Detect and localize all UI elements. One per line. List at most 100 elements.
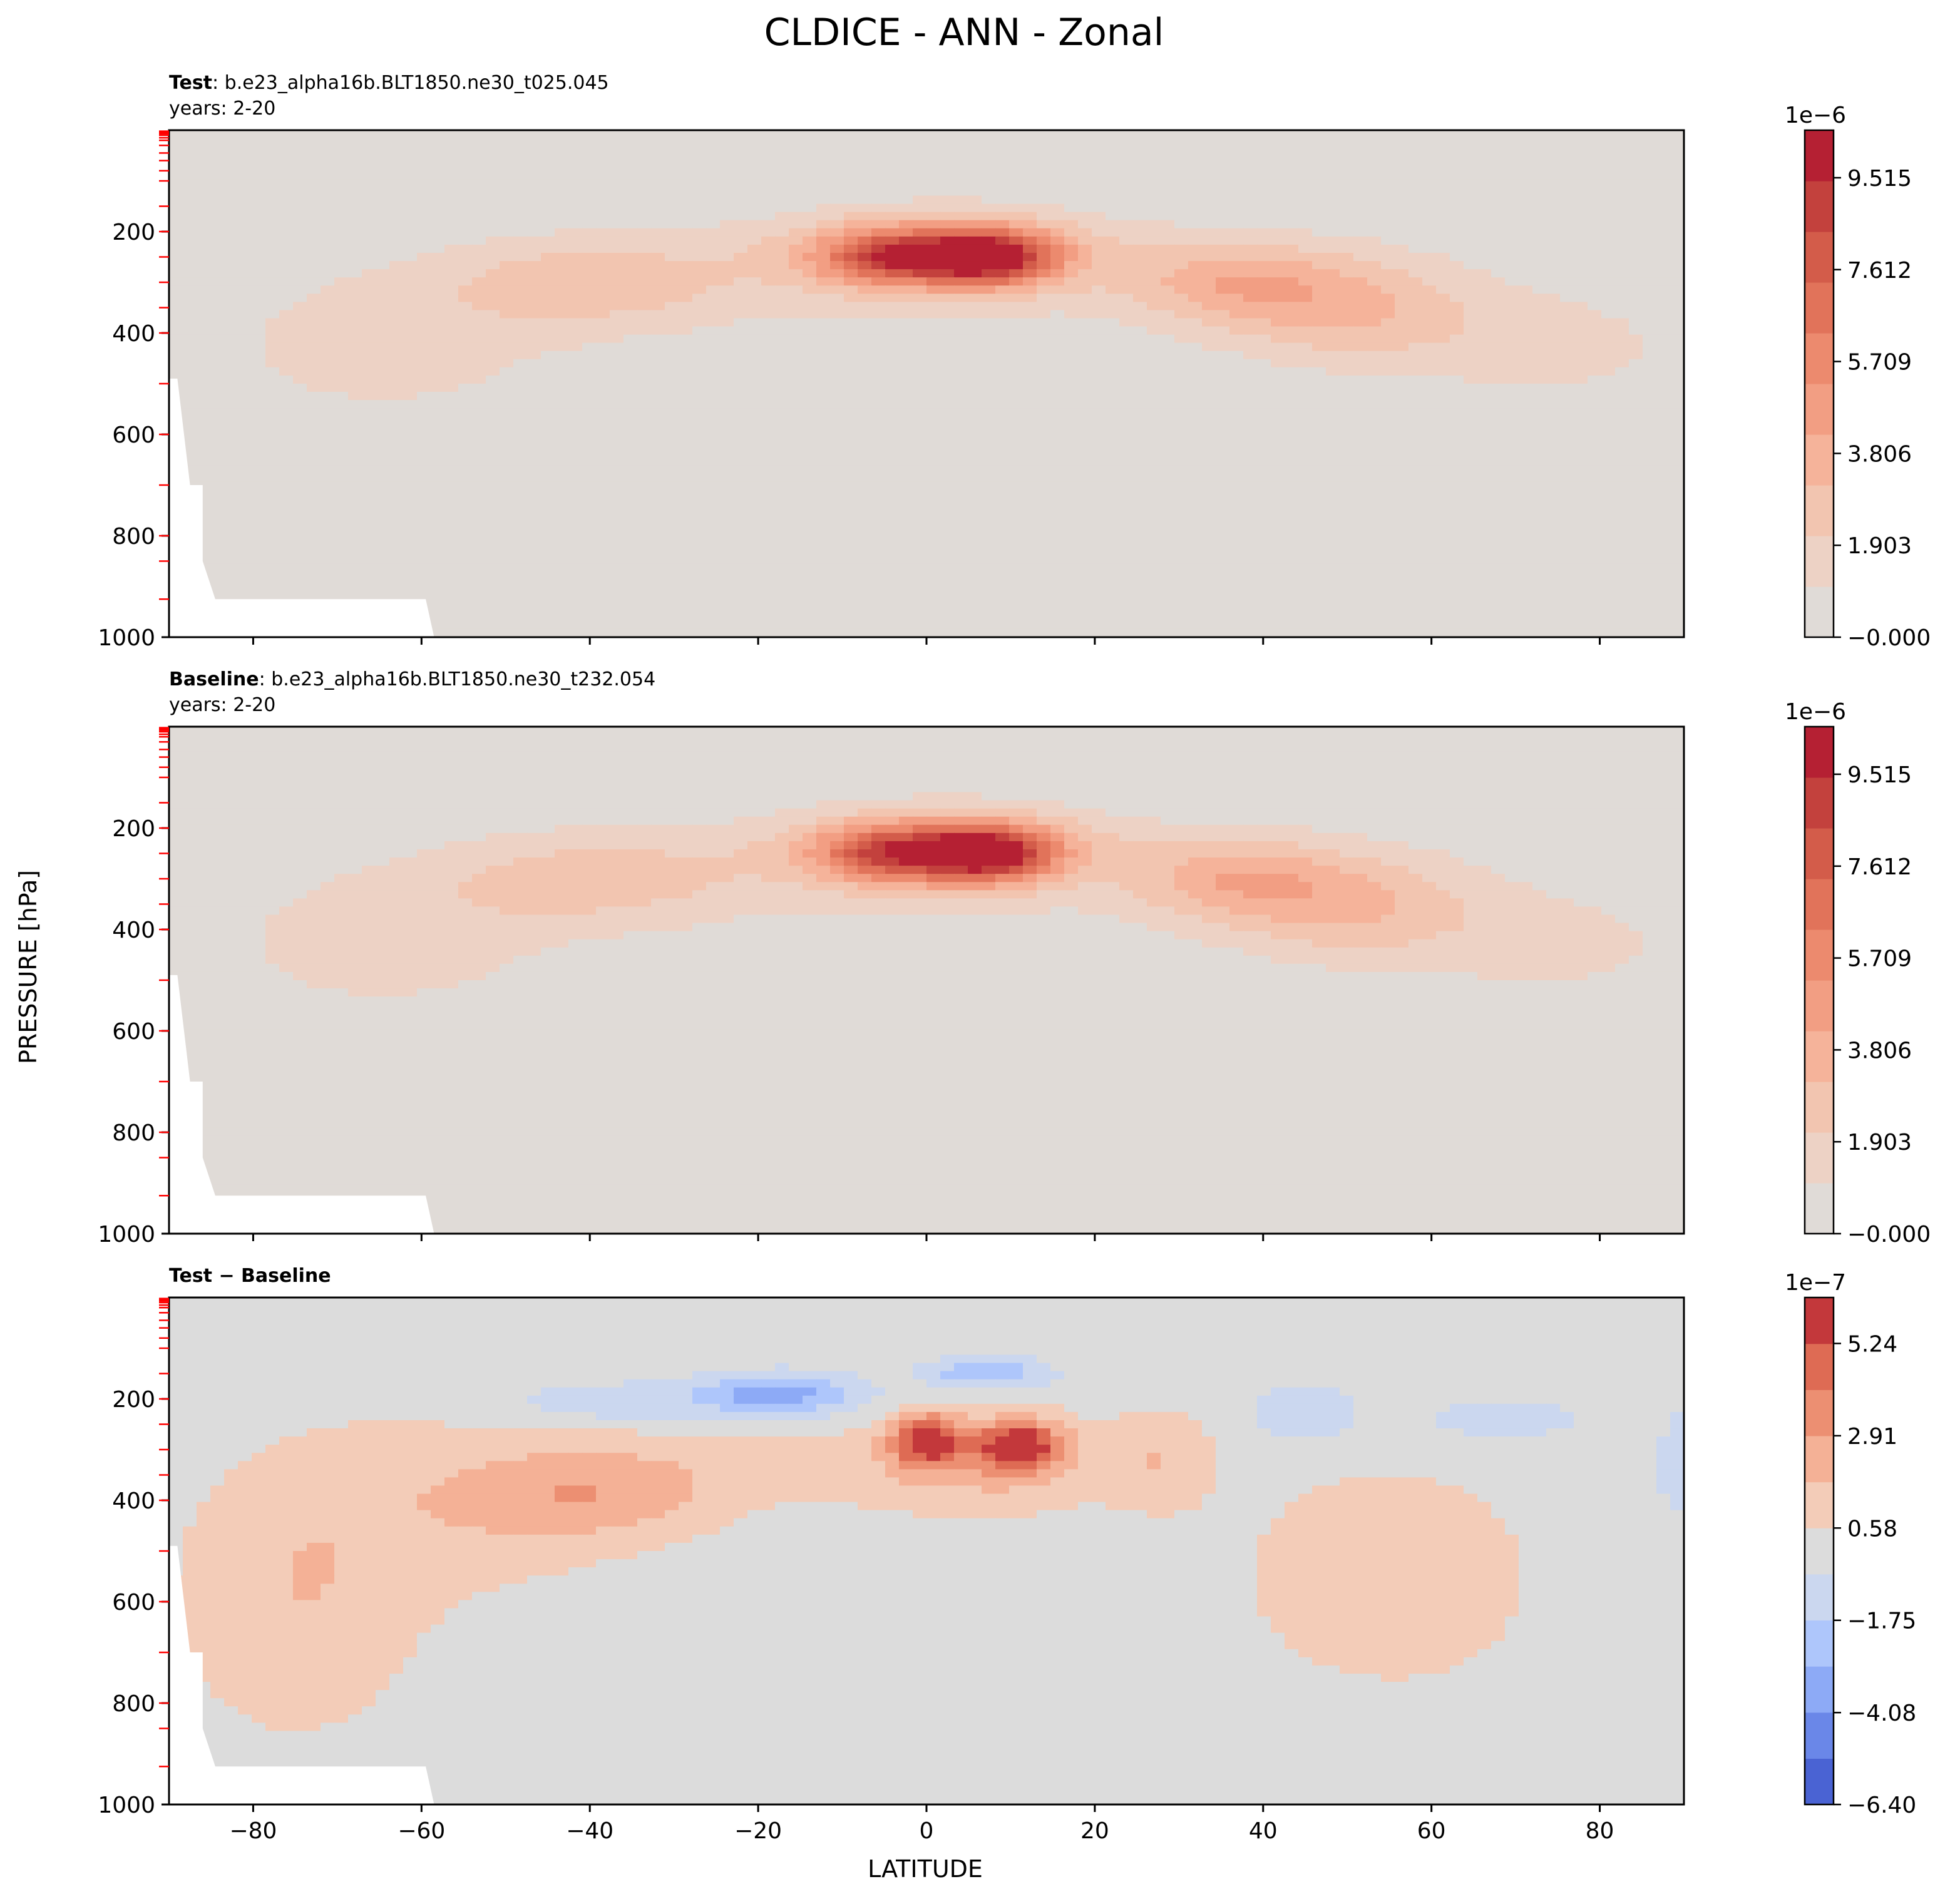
contour-cell <box>816 465 831 474</box>
contour-cell <box>513 171 528 180</box>
contour-cell <box>1395 236 1409 245</box>
contour-cell <box>899 424 913 434</box>
contour-cell <box>224 489 239 499</box>
contour-cell <box>1615 252 1629 262</box>
contour-cell <box>1353 203 1368 213</box>
contour-cell <box>1656 473 1671 483</box>
contour-cell <box>1395 400 1409 409</box>
contour-cell <box>293 244 307 253</box>
contour-cell <box>1106 424 1120 434</box>
contour-cell <box>858 318 872 327</box>
contour-cell <box>210 489 225 499</box>
contour-cell <box>995 351 1010 360</box>
contour-cell <box>1229 441 1244 450</box>
contour-cell <box>926 228 941 237</box>
contour-cell <box>293 187 307 197</box>
contour-cell <box>1643 138 1657 147</box>
contour-cell <box>1243 244 1258 253</box>
contour-cell <box>871 416 886 426</box>
contour-cell <box>1243 342 1258 352</box>
contour-cell <box>1271 441 1285 450</box>
contour-cell <box>307 155 321 164</box>
contour-cell <box>858 236 872 245</box>
contour-cell <box>1202 449 1216 458</box>
contour-cell <box>651 416 665 426</box>
contour-cell <box>596 384 610 392</box>
contour-cell <box>1064 408 1079 417</box>
contour-cell <box>692 285 707 295</box>
contour-cell <box>596 220 610 229</box>
contour-cell <box>1560 155 1574 164</box>
contour-cell <box>1436 277 1450 287</box>
contour-cell <box>1037 392 1051 401</box>
contour-cell <box>348 375 362 384</box>
contour-cell <box>651 424 665 434</box>
contour-cell <box>307 416 321 426</box>
contour-cell <box>1050 441 1065 450</box>
contour-cell <box>431 318 445 327</box>
contour-cell <box>444 302 459 311</box>
contour-cell <box>321 244 335 253</box>
contour-cell <box>1037 481 1051 491</box>
contour-cell <box>803 481 817 491</box>
contour-cell <box>1436 212 1450 221</box>
contour-cell <box>596 457 610 466</box>
contour-cell <box>1257 359 1271 368</box>
contour-cell <box>513 457 528 466</box>
contour-cell <box>1298 277 1313 287</box>
contour-cell <box>389 384 404 392</box>
contour-cell <box>1037 187 1051 197</box>
contour-cell <box>1271 334 1285 344</box>
contour-cell <box>775 416 789 426</box>
contour-cell <box>183 187 197 197</box>
contour-cell <box>279 457 294 466</box>
contour-cell <box>940 408 955 417</box>
contour-cell <box>844 203 858 213</box>
contour-cell <box>555 342 569 352</box>
contour-cell <box>362 367 376 376</box>
contour-cell <box>1147 334 1161 344</box>
contour-cell <box>555 481 569 491</box>
contour-cell <box>610 179 624 188</box>
contour-cell <box>734 228 748 237</box>
contour-cell <box>500 179 514 188</box>
contour-cell <box>830 384 844 392</box>
contour-cell <box>293 351 307 360</box>
contour-cell <box>940 433 955 442</box>
contour-cell <box>541 424 555 434</box>
contour-cell <box>1670 252 1684 262</box>
contour-cell <box>1491 457 1506 466</box>
contour-cell <box>1408 449 1423 458</box>
contour-cell <box>321 195 335 205</box>
contour-cell <box>1174 489 1189 499</box>
contour-cell <box>982 163 996 172</box>
contour-cell <box>913 195 927 205</box>
contour-cell <box>803 334 817 344</box>
contour-cell <box>679 498 693 507</box>
contour-cell <box>1670 441 1684 450</box>
contour-cell <box>1326 433 1340 442</box>
contour-cell <box>541 244 555 253</box>
contour-cell <box>1574 310 1588 319</box>
contour-cell <box>1546 228 1561 237</box>
contour-cell <box>1133 384 1147 392</box>
contour-cell <box>1161 195 1175 205</box>
contour-cell <box>899 212 913 221</box>
contour-cell <box>197 228 211 237</box>
contour-cell <box>1009 171 1024 180</box>
contour-cell <box>1670 244 1684 253</box>
contour-cell <box>1312 384 1326 392</box>
contour-cell <box>527 220 541 229</box>
contour-cell <box>1353 294 1368 303</box>
contour-cell <box>279 220 294 229</box>
contour-cell <box>458 302 473 311</box>
contour-cell <box>169 318 183 327</box>
contour-cell <box>1505 481 1519 491</box>
contour-cell <box>1353 130 1368 139</box>
contour-cell <box>1519 130 1533 139</box>
contour-cell <box>1546 424 1561 434</box>
contour-cell <box>1629 203 1643 213</box>
contour-cell <box>1340 318 1354 327</box>
contour-cell <box>679 433 693 442</box>
contour-cell <box>1656 252 1671 262</box>
